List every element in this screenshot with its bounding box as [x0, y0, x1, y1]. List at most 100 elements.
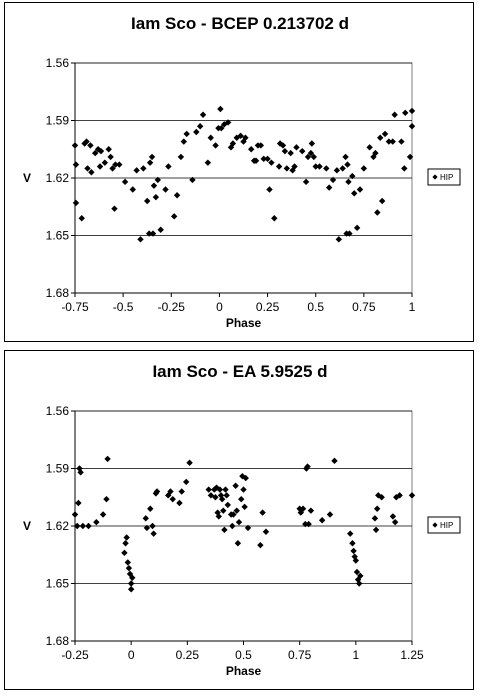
legend-label: HIP: [440, 173, 453, 182]
data-point: [122, 540, 129, 547]
data-point: [97, 147, 105, 155]
y-tick-label: 1.68: [46, 634, 70, 648]
data-point: [276, 140, 284, 147]
data-point: [304, 463, 311, 470]
y-tick-label: 1.68: [46, 286, 70, 300]
data-point: [372, 149, 379, 157]
data-point: [112, 161, 119, 168]
data-point: [281, 147, 289, 155]
data-point: [224, 119, 232, 126]
chart-bcep: Iam Sco - BCEP 0.213702 d Phase V 1.56 1.…: [23, 14, 461, 330]
data-point: [127, 580, 135, 587]
data-point: [220, 507, 227, 514]
data-point: [240, 486, 247, 493]
y-tick-label: 1.59: [46, 114, 70, 128]
data-point: [121, 178, 129, 186]
data-point: [123, 534, 130, 541]
x-axis-title: Phase: [226, 664, 262, 678]
data-point: [92, 149, 99, 157]
data-point: [349, 540, 356, 547]
data-point: [178, 488, 185, 495]
data-point: [352, 557, 360, 564]
y-tick-label: 1.62: [46, 171, 70, 185]
x-tick-label: 0.75: [288, 648, 312, 662]
x-tick-label: 0.75: [352, 300, 376, 314]
data-point: [145, 230, 153, 237]
x-tick-label: -0.5: [113, 300, 134, 314]
data-point: [351, 190, 358, 197]
data-point: [94, 146, 102, 153]
legend-marker: [432, 522, 438, 528]
data-point: [262, 528, 270, 535]
data-point: [96, 163, 104, 170]
data-point: [344, 161, 351, 168]
data-point: [221, 121, 228, 128]
data-point: [307, 149, 315, 157]
data-point: [257, 142, 265, 149]
data-point: [329, 176, 337, 184]
data-point: [230, 511, 237, 518]
data-point: [271, 215, 278, 222]
legend-label: HIP: [440, 521, 453, 530]
data-point: [325, 184, 333, 191]
data-point: [378, 197, 386, 205]
data-point: [302, 178, 310, 186]
data-point: [333, 167, 341, 174]
data-point: [241, 503, 248, 511]
chart-title: Iam Sco - EA 5.9525 d: [152, 362, 327, 381]
data-point: [318, 517, 326, 524]
x-tick-label: 0: [128, 648, 135, 662]
data-point: [293, 144, 300, 151]
data-point: [137, 236, 144, 243]
data-point: [353, 224, 361, 232]
data-point: [356, 186, 364, 193]
x-tick-label: 0.5: [235, 648, 252, 662]
data-point: [381, 130, 389, 138]
data-point: [374, 209, 381, 216]
data-point: [83, 138, 90, 145]
data-point: [222, 486, 229, 493]
chart-panel-bcep: Iam Sco - BCEP 0.213702 d Phase V 1.56 1.…: [4, 2, 474, 342]
data-point: [238, 495, 245, 503]
data-point: [377, 134, 384, 141]
legend-box: [427, 516, 461, 534]
data-point: [183, 130, 190, 138]
data-point: [223, 492, 230, 499]
data-point: [242, 134, 249, 141]
data-point: [105, 146, 112, 153]
data-point: [378, 494, 385, 501]
y-tick-label: 1.62: [46, 519, 70, 533]
data-point: [129, 574, 136, 581]
chart-ea: Iam Sco - EA 5.9525 d Phase V 1.56 1.59 1.…: [23, 362, 461, 678]
data-point: [275, 163, 283, 170]
data-point: [149, 522, 156, 530]
x-tick-label: 0.25: [176, 648, 200, 662]
data-point: [154, 176, 162, 184]
data-point: [366, 144, 373, 151]
data-point: [140, 165, 147, 172]
x-axis-title: Phase: [226, 316, 262, 330]
data-point: [248, 146, 255, 153]
data-point: [308, 140, 316, 147]
data-point: [180, 138, 188, 145]
legend-marker: [432, 174, 438, 180]
data-point: [229, 522, 236, 530]
data-point: [71, 511, 79, 518]
data-point: [216, 486, 224, 493]
data-point: [146, 159, 154, 166]
data-point: [169, 495, 176, 503]
data-point: [408, 107, 416, 115]
data-point: [373, 505, 381, 512]
data-point: [77, 469, 84, 476]
data-point: [84, 165, 91, 172]
data-point: [287, 149, 294, 157]
data-point: [153, 488, 161, 495]
data-point: [150, 182, 158, 189]
data-point: [81, 140, 88, 147]
data-point: [149, 230, 157, 237]
data-point: [88, 169, 95, 176]
data-point: [144, 197, 151, 205]
data-point: [196, 123, 204, 130]
data-point: [104, 455, 111, 463]
data-point: [264, 155, 271, 163]
